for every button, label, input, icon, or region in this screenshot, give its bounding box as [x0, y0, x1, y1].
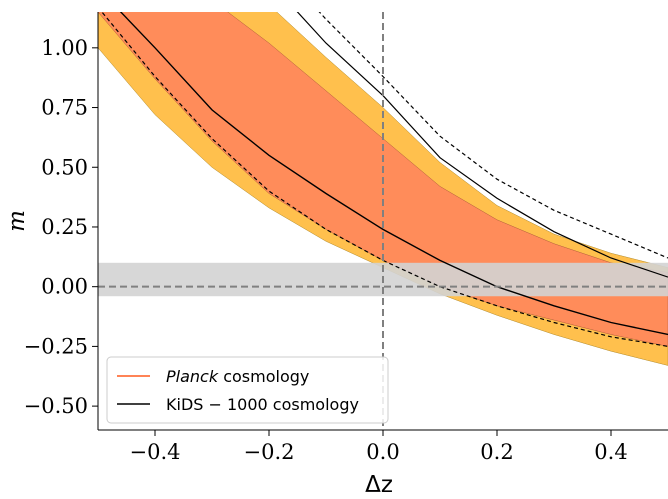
x-axis-label: Δz — [365, 472, 393, 498]
x-tick-label: 0.4 — [594, 440, 627, 464]
legend-box — [106, 356, 389, 424]
y-tick-label: 0.00 — [41, 275, 88, 299]
y-tick-label: 1.00 — [41, 36, 88, 60]
y-axis-label: m — [4, 210, 30, 232]
y-tick-label: −0.50 — [24, 394, 88, 418]
y-tick-label: 0.50 — [41, 155, 88, 179]
x-tick-label: 0.0 — [366, 440, 399, 464]
y-tick-label: 0.75 — [41, 96, 88, 120]
legend-label: Planck cosmology — [166, 367, 309, 386]
x-tick-label: −0.2 — [244, 440, 295, 464]
axes: −0.4 −0.2 0.0 0.2 0.4 −0.50 −0.25 0.00 0.25 0.50 0… — [4, 12, 668, 498]
plot-area — [98, 12, 668, 430]
kids-median-line — [119, 12, 668, 336]
y-tick-label: 0.25 — [41, 215, 88, 239]
legend-label: KiDS − 1000 cosmology — [166, 395, 359, 414]
kids-upper-dashed-line — [318, 12, 668, 259]
x-tick-label: −0.4 — [130, 440, 181, 464]
x-tick-label: 0.2 — [480, 440, 513, 464]
y-tick-label: −0.25 — [24, 334, 88, 358]
legend: Planck cosmology KiDS − 1000 cosmology — [106, 356, 389, 424]
